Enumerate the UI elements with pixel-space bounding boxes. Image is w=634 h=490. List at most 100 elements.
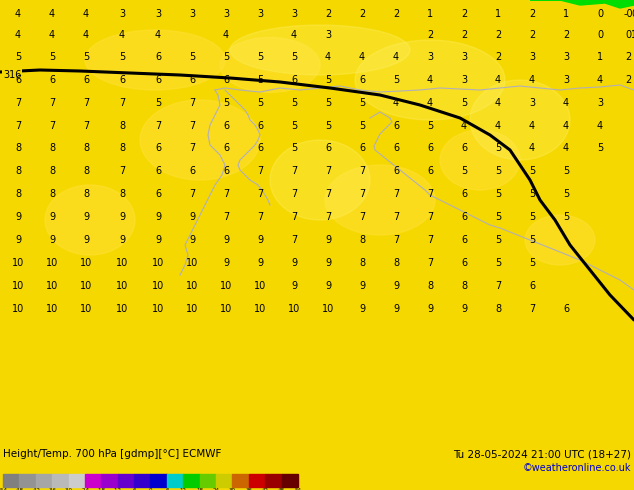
- Text: 7: 7: [189, 143, 195, 153]
- Text: 7: 7: [83, 121, 89, 131]
- Text: 9: 9: [155, 212, 161, 222]
- Text: 7: 7: [427, 235, 433, 245]
- Text: 3: 3: [291, 9, 297, 19]
- Text: 4: 4: [529, 75, 535, 85]
- Text: 5: 5: [83, 52, 89, 62]
- Text: 6: 6: [563, 304, 569, 314]
- Text: 6: 6: [223, 166, 229, 176]
- Bar: [167, 474, 183, 487]
- Text: 5: 5: [257, 98, 263, 108]
- Text: 8: 8: [427, 281, 433, 291]
- Text: 2: 2: [325, 9, 331, 19]
- Text: Tu 28-05-2024 21:00 UTC (18+27): Tu 28-05-2024 21:00 UTC (18+27): [453, 449, 631, 459]
- Text: 4: 4: [83, 30, 89, 40]
- Text: 5: 5: [155, 98, 161, 108]
- Text: 7: 7: [529, 304, 535, 314]
- Text: 0: 0: [631, 9, 634, 19]
- Text: 8: 8: [49, 189, 55, 199]
- Text: 6: 6: [155, 143, 161, 153]
- Text: 5: 5: [597, 143, 603, 153]
- Text: 2: 2: [427, 30, 433, 40]
- Text: 5: 5: [529, 166, 535, 176]
- Text: 10: 10: [220, 304, 232, 314]
- Text: 4: 4: [597, 75, 603, 85]
- Bar: [233, 474, 249, 487]
- Text: 7: 7: [291, 166, 297, 176]
- Text: 6: 6: [291, 75, 297, 85]
- Text: 4: 4: [15, 9, 21, 19]
- Text: 3: 3: [529, 98, 535, 108]
- Bar: [101, 474, 118, 487]
- Text: 2: 2: [529, 30, 535, 40]
- Text: 3: 3: [563, 75, 569, 85]
- Text: 10: 10: [152, 304, 164, 314]
- Text: 3: 3: [325, 30, 331, 40]
- Text: -30: -30: [64, 488, 73, 490]
- Text: 3: 3: [189, 9, 195, 19]
- Text: 6: 6: [119, 75, 125, 85]
- Text: 6: 6: [189, 75, 195, 85]
- Text: 5: 5: [359, 98, 365, 108]
- Text: 7: 7: [291, 212, 297, 222]
- Text: 2: 2: [461, 9, 467, 19]
- Text: 7: 7: [189, 98, 195, 108]
- Text: 8: 8: [495, 304, 501, 314]
- Text: 3: 3: [223, 9, 229, 19]
- Ellipse shape: [45, 185, 135, 255]
- Text: 4: 4: [393, 52, 399, 62]
- Text: 10: 10: [288, 304, 300, 314]
- Text: 6: 6: [155, 52, 161, 62]
- Text: 10: 10: [12, 281, 24, 291]
- Text: 9: 9: [119, 235, 125, 245]
- Text: 5: 5: [257, 75, 263, 85]
- Ellipse shape: [325, 165, 435, 235]
- Text: 4: 4: [393, 98, 399, 108]
- Text: 10: 10: [46, 258, 58, 268]
- Text: 9: 9: [83, 212, 89, 222]
- Text: 6: 6: [165, 488, 169, 490]
- Text: 5: 5: [563, 166, 569, 176]
- Text: 4: 4: [291, 30, 297, 40]
- Text: 10: 10: [220, 281, 232, 291]
- Ellipse shape: [355, 40, 505, 120]
- Text: 1: 1: [597, 52, 603, 62]
- Text: 4: 4: [495, 121, 501, 131]
- Text: -54: -54: [0, 488, 8, 490]
- Text: 8: 8: [119, 189, 125, 199]
- Text: 6: 6: [83, 75, 89, 85]
- Text: 10: 10: [80, 281, 92, 291]
- Text: 6: 6: [427, 166, 433, 176]
- Text: 5: 5: [291, 143, 297, 153]
- Text: 2: 2: [625, 75, 631, 85]
- Text: 4: 4: [427, 98, 433, 108]
- Bar: [200, 474, 216, 487]
- Text: 10: 10: [152, 281, 164, 291]
- Text: 7: 7: [15, 98, 21, 108]
- Text: 10: 10: [254, 281, 266, 291]
- Bar: [52, 474, 68, 487]
- Text: 7: 7: [393, 212, 399, 222]
- Text: 6: 6: [49, 75, 55, 85]
- Text: 3: 3: [563, 52, 569, 62]
- Text: 5: 5: [325, 98, 331, 108]
- Text: 5: 5: [49, 52, 55, 62]
- Text: 7: 7: [359, 166, 365, 176]
- Text: 4: 4: [49, 30, 55, 40]
- Text: 9: 9: [291, 258, 297, 268]
- Text: 10: 10: [322, 304, 334, 314]
- Text: 8: 8: [359, 235, 365, 245]
- Text: 8: 8: [359, 258, 365, 268]
- Text: 6: 6: [223, 143, 229, 153]
- Text: 7: 7: [49, 98, 55, 108]
- Text: 48: 48: [278, 488, 285, 490]
- Text: 6: 6: [325, 143, 331, 153]
- Text: 9: 9: [393, 281, 399, 291]
- Text: 6: 6: [393, 121, 399, 131]
- Bar: [281, 474, 298, 487]
- Text: -18: -18: [97, 488, 106, 490]
- Text: 8: 8: [15, 189, 21, 199]
- Text: 4: 4: [155, 30, 161, 40]
- Text: 2: 2: [495, 30, 501, 40]
- Text: 4: 4: [359, 52, 365, 62]
- Text: 3: 3: [461, 52, 467, 62]
